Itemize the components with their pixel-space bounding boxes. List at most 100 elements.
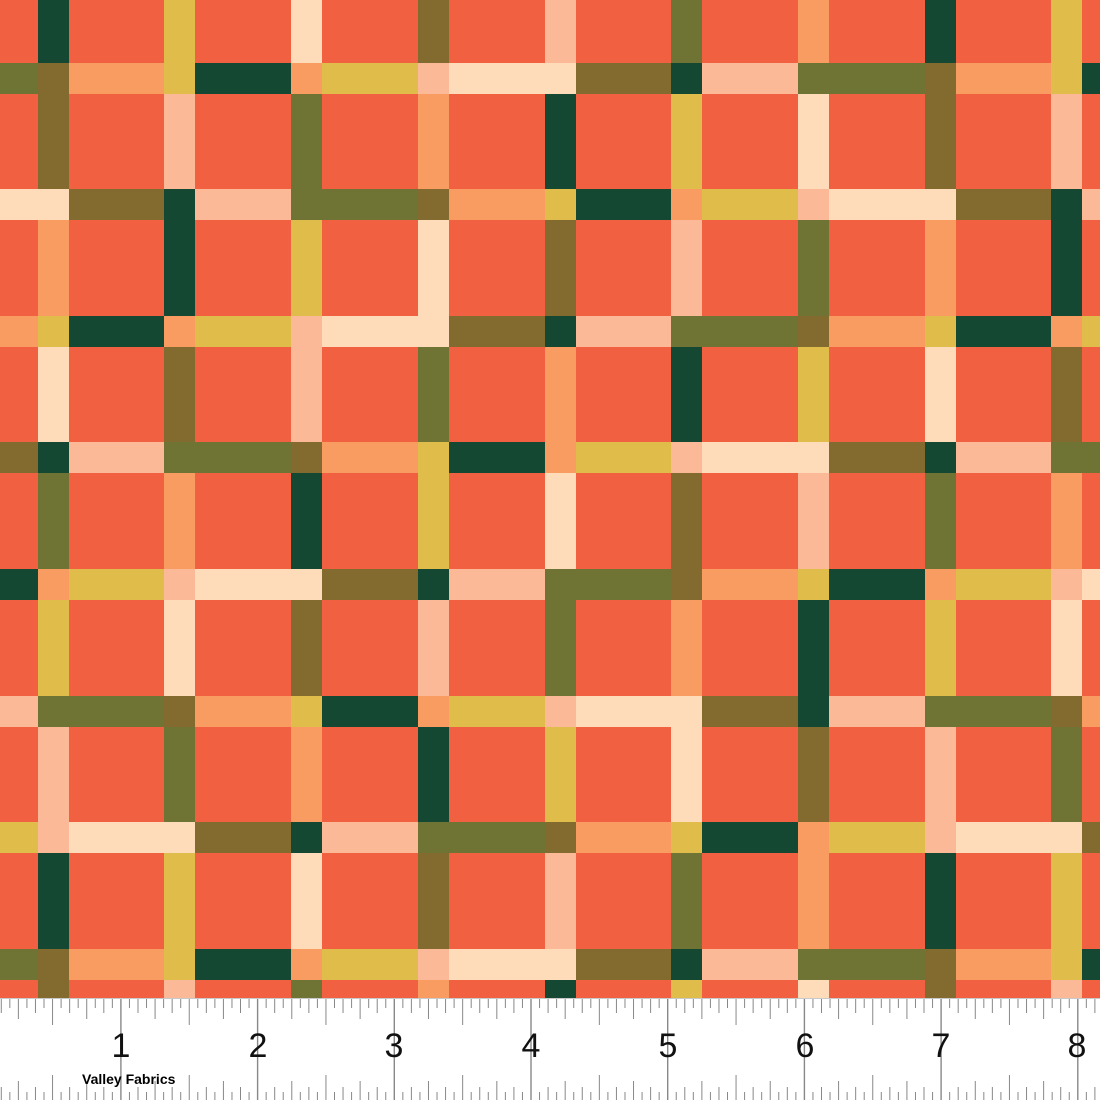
plaid-horizontal-stripe [829,63,925,94]
plaid-vertical-stripe [671,220,702,316]
plaid-horizontal-stripe [322,442,418,473]
plaid-vertical-stripe [671,980,702,1000]
plaid-intersection [38,696,69,727]
plaid-intersection [291,442,322,473]
plaid-horizontal-stripe [69,696,164,727]
plaid-horizontal-stripe [576,189,671,220]
plaid-vertical-stripe [798,980,829,1000]
plaid-intersection [38,569,69,600]
plaid-vertical-stripe [291,600,322,696]
plaid-horizontal-stripe [322,696,418,727]
plaid-intersection [671,189,702,220]
plaid-horizontal-stripe [702,189,798,220]
plaid-vertical-stripe [1051,347,1082,442]
plaid-vertical-stripe [671,727,702,822]
plaid-intersection [164,569,195,600]
plaid-horizontal-stripe [1082,442,1100,473]
plaid-horizontal-stripe [956,696,1051,727]
plaid-vertical-stripe [1051,473,1082,569]
plaid-horizontal-stripe [449,189,545,220]
plaid-intersection [164,316,195,347]
plaid-horizontal-stripe [576,569,671,600]
plaid-horizontal-stripe [0,822,38,853]
plaid-vertical-stripe [418,600,449,696]
plaid-horizontal-stripe [576,949,671,980]
plaid-intersection [38,63,69,94]
plaid-horizontal-stripe [702,822,798,853]
plaid-vertical-stripe [545,600,576,696]
plaid-vertical-stripe [545,94,576,189]
plaid-intersection [164,696,195,727]
plaid-horizontal-stripe [69,63,164,94]
plaid-vertical-stripe [291,853,322,949]
plaid-intersection [545,189,576,220]
plaid-horizontal-stripe [956,63,1051,94]
plaid-vertical-stripe [925,600,956,696]
plaid-horizontal-stripe [702,569,798,600]
ruler-number-2: 2 [248,1027,268,1065]
plaid-horizontal-stripe [69,442,164,473]
plaid-vertical-stripe [545,220,576,316]
plaid-intersection [1051,569,1082,600]
plaid-intersection [1051,822,1082,853]
plaid-vertical-stripe [418,473,449,569]
plaid-horizontal-stripe [829,696,925,727]
plaid-intersection [798,569,829,600]
plaid-vertical-stripe [418,220,449,316]
plaid-vertical-stripe [925,853,956,949]
plaid-vertical-stripe [798,727,829,822]
plaid-intersection [798,316,829,347]
plaid-intersection [925,696,956,727]
plaid-horizontal-stripe [449,442,545,473]
plaid-vertical-stripe [1051,600,1082,696]
plaid-vertical-stripe [291,220,322,316]
plaid-intersection [418,316,449,347]
plaid-vertical-stripe [38,600,69,696]
plaid-horizontal-stripe [322,949,418,980]
plaid-vertical-stripe [164,980,195,1000]
plaid-vertical-stripe [418,0,449,63]
plaid-vertical-stripe [164,347,195,442]
plaid-intersection [798,696,829,727]
plaid-vertical-stripe [545,853,576,949]
plaid-intersection [925,63,956,94]
plaid-intersection [1051,63,1082,94]
plaid-intersection [291,696,322,727]
plaid-horizontal-stripe [322,63,418,94]
plaid-vertical-stripe [164,600,195,696]
plaid-horizontal-stripe [69,316,164,347]
plaid-vertical-stripe [925,980,956,1000]
plaid-intersection [1051,316,1082,347]
plaid-vertical-stripe [798,853,829,949]
plaid-vertical-stripe [798,94,829,189]
plaid-vertical-stripe [545,980,576,1000]
plaid-intersection [925,822,956,853]
plaid-intersection [164,189,195,220]
plaid-intersection [798,189,829,220]
plaid-intersection [164,949,195,980]
plaid-intersection [418,189,449,220]
plaid-intersection [925,316,956,347]
plaid-vertical-stripe [545,0,576,63]
plaid-horizontal-stripe [702,696,798,727]
plaid-intersection [671,63,702,94]
plaid-horizontal-stripe [322,316,418,347]
plaid-intersection [291,189,322,220]
plaid-vertical-stripe [164,0,195,63]
plaid-vertical-stripe [1051,0,1082,63]
plaid-intersection [38,949,69,980]
plaid-vertical-stripe [38,980,69,1000]
plaid-vertical-stripe [164,727,195,822]
plaid-horizontal-stripe [69,822,164,853]
brand-label: Valley Fabrics [82,1071,176,1087]
plaid-vertical-stripe [38,94,69,189]
plaid-horizontal-stripe [69,569,164,600]
plaid-horizontal-stripe [195,442,291,473]
plaid-intersection [545,569,576,600]
plaid-horizontal-stripe [1082,696,1100,727]
plaid-intersection [798,63,829,94]
plaid-vertical-stripe [164,853,195,949]
plaid-horizontal-stripe [1082,822,1100,853]
plaid-horizontal-stripe [195,949,291,980]
ruler-number-5: 5 [658,1027,678,1065]
